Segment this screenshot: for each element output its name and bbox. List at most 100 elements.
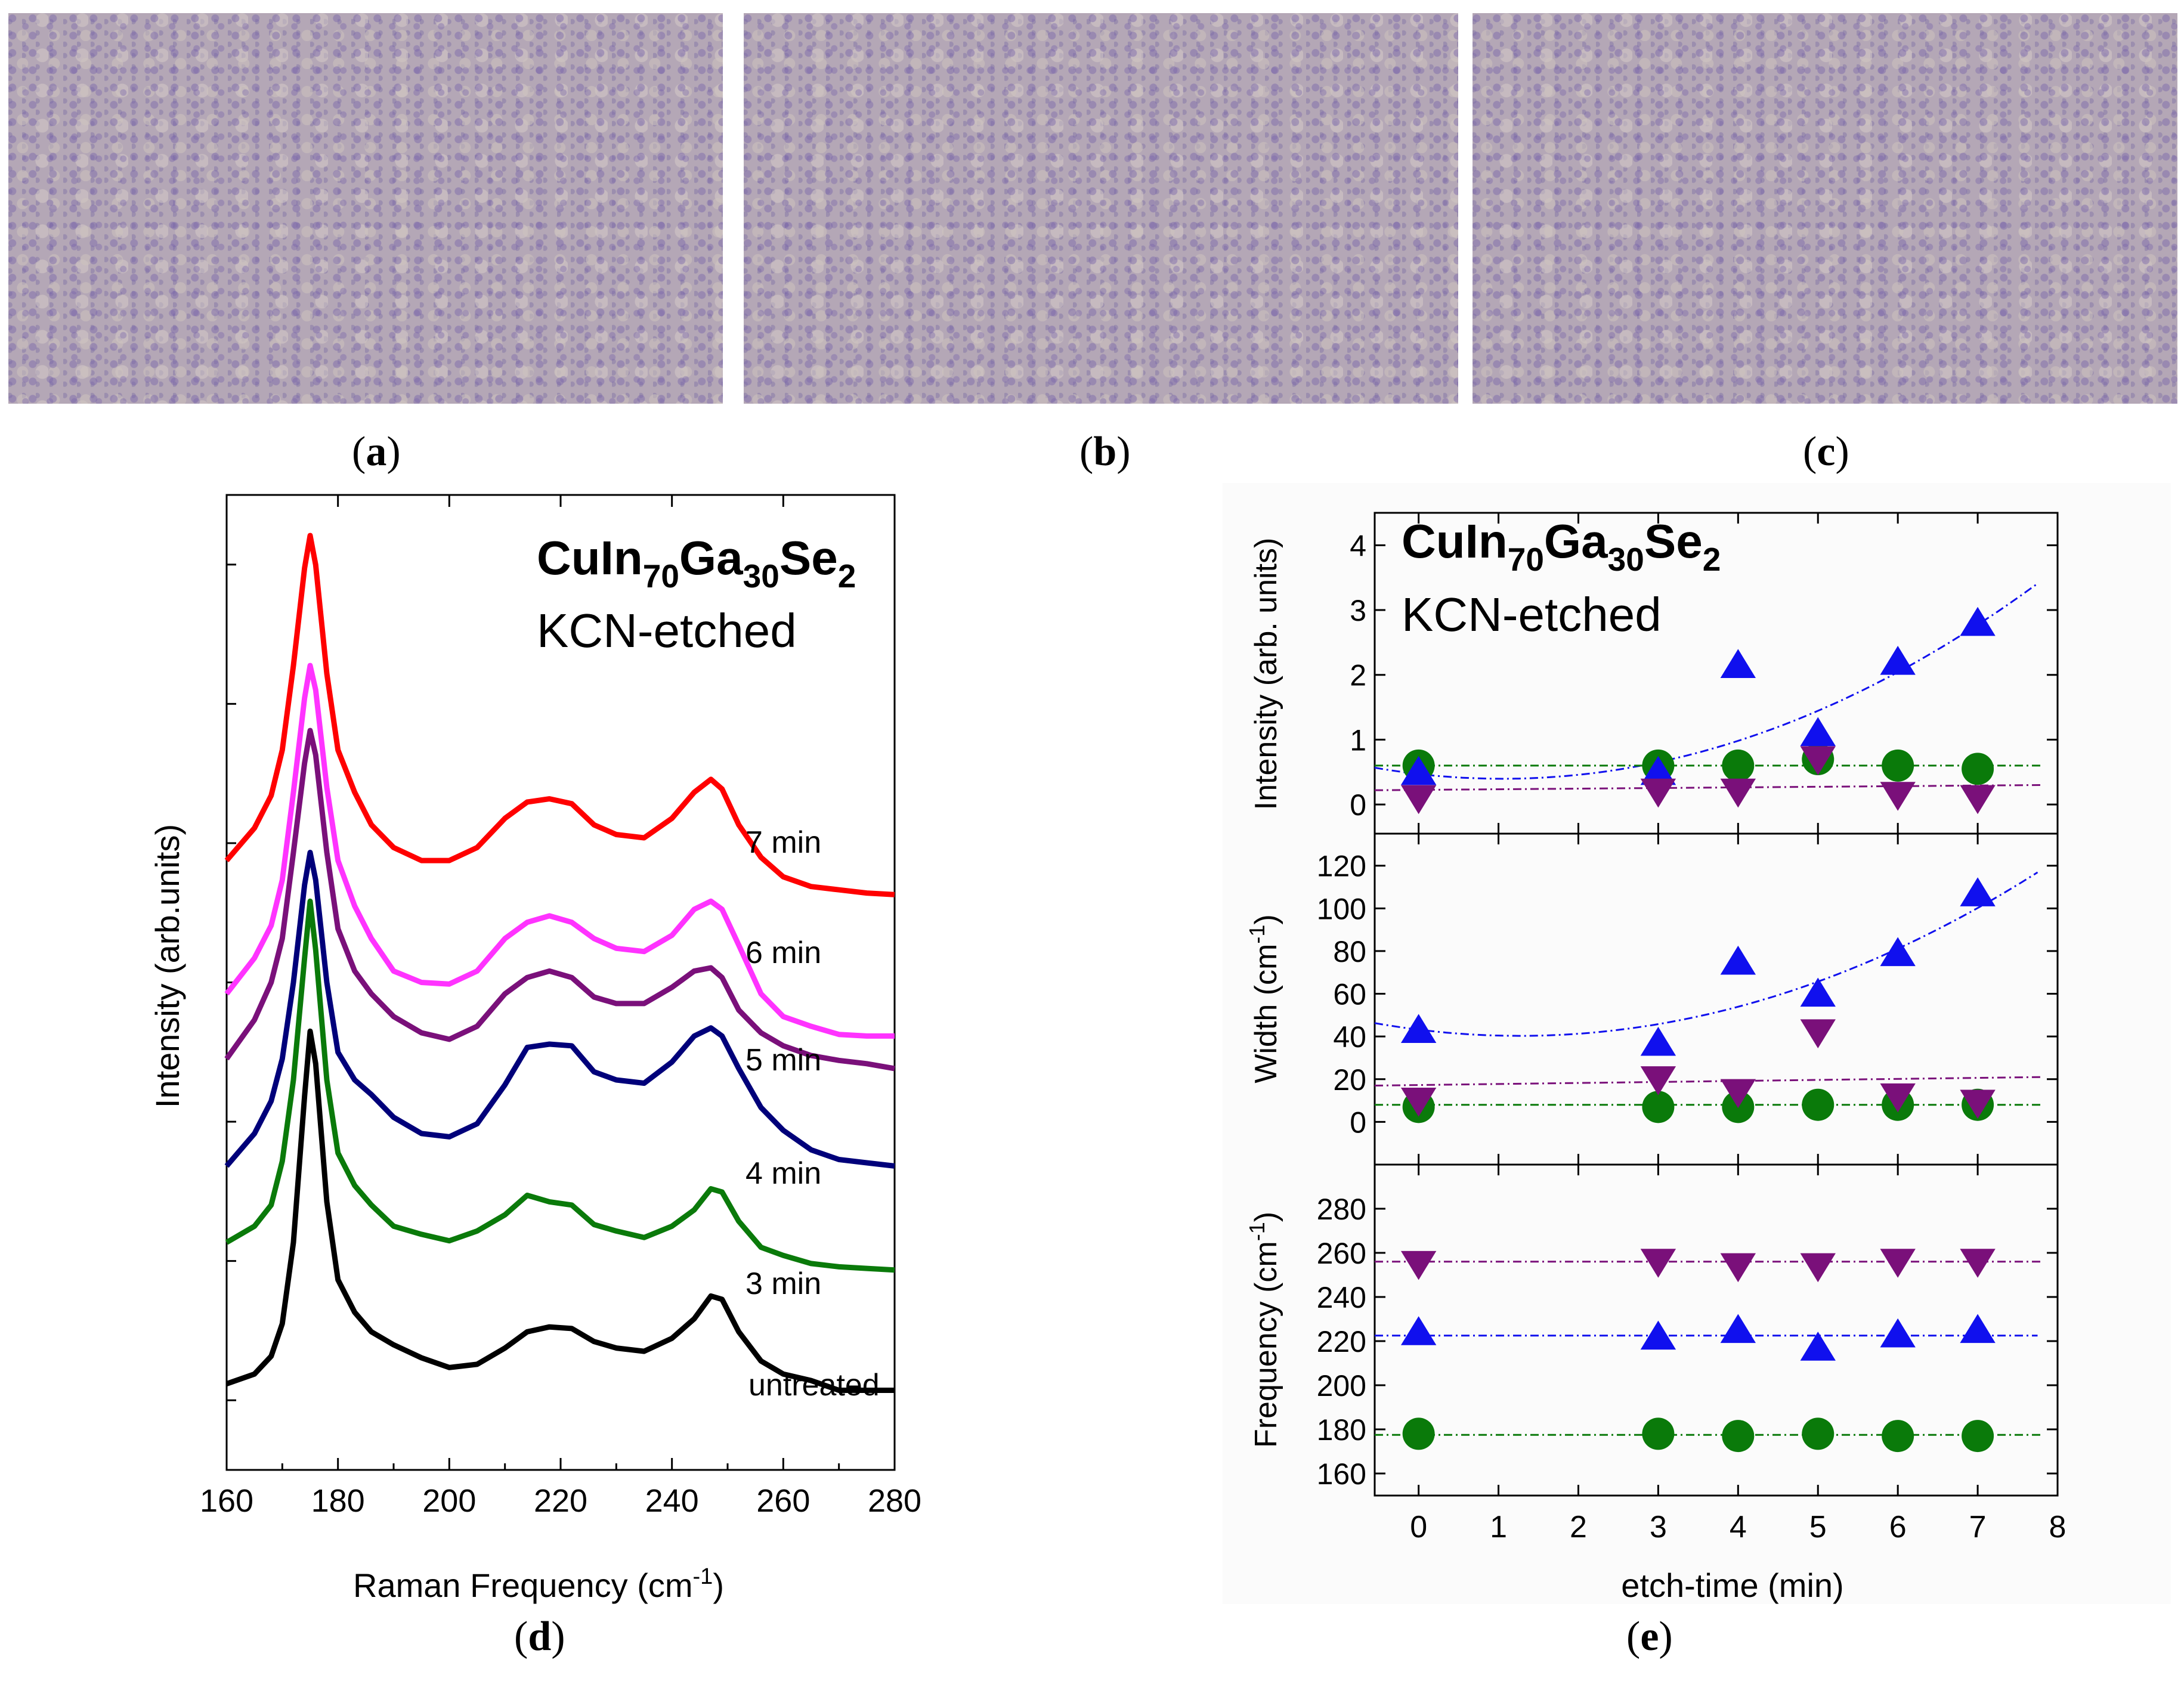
e-marker-up-triangle xyxy=(1400,756,1437,785)
micrograph-c xyxy=(1473,13,2177,404)
e-y-tick-label: 120 xyxy=(1317,850,1366,883)
e-marker-circle xyxy=(1962,1420,1994,1453)
micrograph-b xyxy=(744,13,1458,404)
e-y-tick-label: 0 xyxy=(1350,1106,1366,1139)
e-marker-up-triangle xyxy=(1880,1318,1916,1348)
d-series-label: 6 min xyxy=(745,936,821,970)
e-marker-down-triangle xyxy=(1880,1249,1916,1278)
e-marker-down-triangle xyxy=(1720,1079,1756,1109)
e-marker-up-triangle xyxy=(1800,1332,1836,1361)
d-x-tick-label: 220 xyxy=(534,1483,587,1519)
e-x-tick-label: 4 xyxy=(1730,1510,1747,1544)
e-marker-down-triangle xyxy=(1400,1250,1437,1280)
e-fit-line-purple xyxy=(1374,784,2042,791)
d-x-tick-label: 240 xyxy=(645,1483,699,1519)
e-ylabel-frequency: Frequency (cm-1) xyxy=(1245,1212,1283,1448)
e-marker-circle xyxy=(1642,1091,1675,1123)
e-ylabel-intensity: Intensity (arb. units) xyxy=(1249,538,1283,810)
e-y-tick-label: 40 xyxy=(1333,1020,1366,1054)
d-series-label: 3 min xyxy=(745,1267,821,1301)
label-e: (e) xyxy=(1626,1614,1673,1660)
d-series-label: 4 min xyxy=(745,1156,821,1191)
e-y-tick-label: 280 xyxy=(1317,1193,1366,1226)
e-x-tick-label: 6 xyxy=(1889,1510,1907,1544)
d-series-line xyxy=(224,533,895,897)
d-ylabel: Intensity (arb.units) xyxy=(149,824,186,1108)
e-marker-circle xyxy=(1962,753,1994,785)
d-series-line xyxy=(224,663,895,1039)
e-marker-up-triangle xyxy=(1960,606,1996,636)
e-marker-up-triangle xyxy=(1640,1320,1676,1350)
e-y-tick-label: 180 xyxy=(1317,1413,1366,1447)
e-y-tick-label: 260 xyxy=(1317,1237,1366,1270)
e-marker-up-triangle xyxy=(1800,717,1836,747)
e-marker-down-triangle xyxy=(1720,778,1756,808)
e-x-tick-label: 8 xyxy=(2049,1510,2067,1544)
e-marker-circle xyxy=(1802,1088,1835,1121)
e-marker-down-triangle xyxy=(1640,778,1676,808)
e-marker-up-triangle xyxy=(1720,945,1756,975)
e-y-tick-label: 0 xyxy=(1350,788,1366,822)
e-marker-down-triangle xyxy=(1800,1253,1836,1283)
e-marker-up-triangle xyxy=(1400,1316,1437,1345)
e-marker-down-triangle xyxy=(1960,1089,1996,1119)
e-fit-line-blue xyxy=(1374,583,2038,780)
e-x-tick-label: 0 xyxy=(1410,1510,1427,1544)
e-marker-down-triangle xyxy=(1800,1019,1836,1048)
e-y-tick-label: 20 xyxy=(1333,1063,1366,1097)
d-subtitle: KCN-etched xyxy=(537,604,797,657)
e-marker-up-triangle xyxy=(1640,1026,1676,1056)
e-marker-circle xyxy=(1882,749,1914,782)
d-series-line xyxy=(224,850,895,1169)
d-series-line xyxy=(225,898,895,1273)
d-x-tick-label: 200 xyxy=(422,1483,476,1519)
e-marker-down-triangle xyxy=(1880,1083,1916,1113)
e-plot-frame xyxy=(1373,1163,2059,1497)
e-ylabel-width: Width (cm-1) xyxy=(1245,914,1283,1083)
e-x-tick-label: 2 xyxy=(1570,1510,1587,1544)
e-x-tick-label: 1 xyxy=(1490,1510,1507,1544)
e-marker-down-triangle xyxy=(1640,1249,1676,1278)
e-marker-circle xyxy=(1722,749,1755,782)
e-marker-down-triangle xyxy=(1720,1253,1756,1283)
e-marker-down-triangle xyxy=(1400,785,1437,815)
d-series-label: 7 min xyxy=(745,825,821,860)
e-marker-up-triangle xyxy=(1720,649,1756,679)
label-a: (a) xyxy=(352,429,401,475)
e-marker-circle xyxy=(1802,1417,1835,1450)
e-marker-down-triangle xyxy=(1880,782,1916,811)
e-marker-down-triangle xyxy=(1640,1066,1676,1095)
e-x-tick-label: 5 xyxy=(1809,1510,1827,1544)
d-xlabel: Raman Frequency (cm-1) xyxy=(353,1564,724,1604)
e-background xyxy=(1223,483,2171,1604)
e-y-tick-label: 100 xyxy=(1317,892,1366,925)
d-x-tick-label: 260 xyxy=(756,1483,810,1519)
e-marker-circle xyxy=(1882,1420,1914,1453)
d-x-tick-label: 280 xyxy=(868,1483,921,1519)
e-y-tick-label: 220 xyxy=(1317,1325,1366,1358)
e-y-tick-label: 240 xyxy=(1317,1281,1366,1314)
e-fit-line-blue xyxy=(1374,871,2038,1037)
d-series-label: 5 min xyxy=(745,1043,821,1078)
d-x-tick-label: 160 xyxy=(200,1483,253,1519)
e-marker-down-triangle xyxy=(1960,1249,1996,1278)
d-series-label: untreated xyxy=(748,1368,880,1403)
e-marker-up-triangle xyxy=(1960,877,1996,906)
e-title: CuIn70Ga30Se2 xyxy=(1402,515,1721,578)
e-marker-down-triangle xyxy=(1960,785,1996,815)
d-series-line xyxy=(224,727,895,1072)
e-subtitle: KCN-etched xyxy=(1402,588,1662,641)
e-marker-up-triangle xyxy=(1960,1314,1996,1343)
e-marker-up-triangle xyxy=(1880,937,1916,967)
e-y-tick-label: 3 xyxy=(1350,594,1366,627)
e-marker-up-triangle xyxy=(1880,645,1916,675)
e-y-tick-label: 60 xyxy=(1333,978,1366,1011)
e-y-tick-label: 2 xyxy=(1350,659,1366,692)
d-title: CuIn70Ga30Se2 xyxy=(537,531,856,595)
e-x-tick-label: 7 xyxy=(1969,1510,1987,1544)
e-fit-line-purple xyxy=(1374,1076,2042,1087)
e-marker-circle xyxy=(1722,1420,1755,1453)
e-marker-up-triangle xyxy=(1800,977,1836,1007)
e-y-tick-label: 1 xyxy=(1350,723,1366,757)
